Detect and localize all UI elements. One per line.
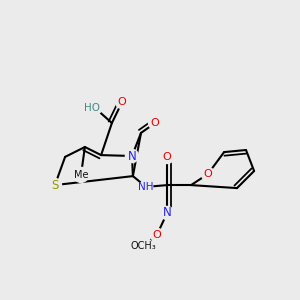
Circle shape xyxy=(160,150,174,164)
Circle shape xyxy=(48,178,62,192)
Text: O: O xyxy=(152,230,161,240)
Circle shape xyxy=(201,167,214,181)
Circle shape xyxy=(116,95,129,109)
Text: O: O xyxy=(151,118,160,128)
Circle shape xyxy=(88,101,102,115)
Text: OCH₃: OCH₃ xyxy=(130,241,156,251)
Text: Me: Me xyxy=(74,170,88,180)
Text: HO: HO xyxy=(84,103,100,113)
Text: N: N xyxy=(163,206,172,220)
Text: N: N xyxy=(128,149,136,163)
Text: S: S xyxy=(51,178,58,192)
Circle shape xyxy=(134,237,152,255)
Text: O: O xyxy=(203,169,212,179)
Text: NH: NH xyxy=(138,182,154,192)
Text: O: O xyxy=(163,152,172,162)
Circle shape xyxy=(140,180,153,194)
Circle shape xyxy=(74,167,88,182)
Circle shape xyxy=(148,116,162,130)
Circle shape xyxy=(160,206,174,220)
Circle shape xyxy=(150,228,164,242)
Circle shape xyxy=(125,149,139,163)
Text: O: O xyxy=(118,97,127,107)
